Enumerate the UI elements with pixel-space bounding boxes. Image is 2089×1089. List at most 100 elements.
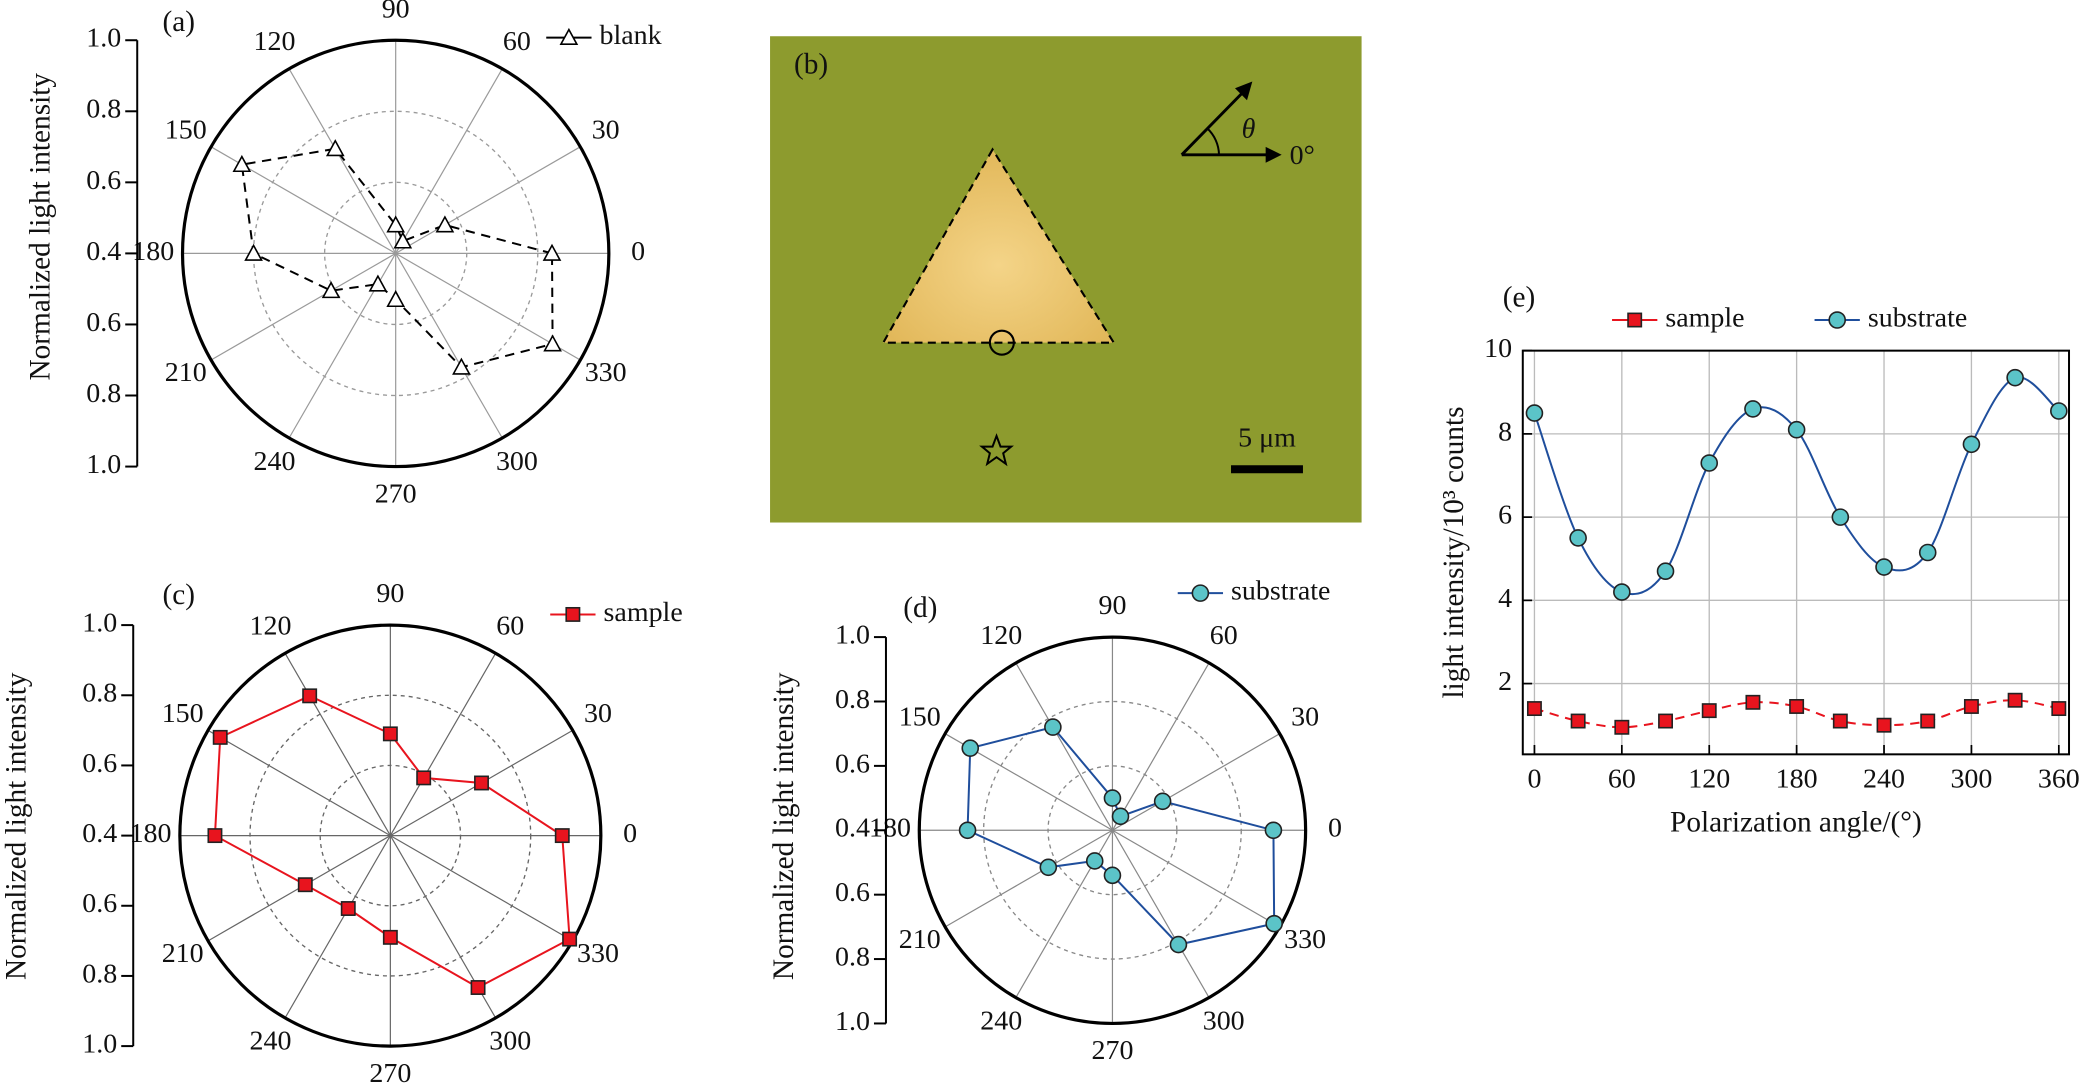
data-point — [321, 281, 341, 299]
data-point — [1875, 558, 1893, 576]
panel-label: (b) — [794, 49, 828, 81]
data-point — [1656, 562, 1675, 581]
angle-tick-label: 330 — [1284, 924, 1326, 955]
grid-spoke — [288, 68, 397, 254]
polarization-arrow — [1180, 89, 1246, 156]
x-tick-label: 0 — [1527, 763, 1541, 794]
sample-spot — [988, 329, 1015, 356]
angle-tick-label: 300 — [489, 1026, 531, 1057]
data-point — [386, 289, 406, 308]
y-tick-label: 10 — [1484, 333, 1512, 364]
data-point — [325, 139, 345, 157]
angle-tick-label: 120 — [249, 610, 291, 641]
grid-ring — [1047, 765, 1178, 896]
angle-tick-label: 270 — [1091, 1035, 1133, 1066]
data-point — [961, 739, 980, 757]
grid-ring — [323, 181, 468, 326]
angle-tick-label: 60 — [1210, 620, 1238, 651]
data-point — [1169, 935, 1188, 954]
data-point — [1658, 713, 1673, 729]
angle-tick-label: 90 — [1098, 590, 1126, 621]
radial-tick-label: 0.6 — [82, 888, 117, 919]
angle-tick-label: 150 — [899, 701, 941, 732]
radial-tick-label: 0.6 — [82, 748, 117, 779]
angle-tick-label: 270 — [375, 478, 417, 509]
panel-label: (a) — [163, 6, 196, 38]
panel-label: (e) — [1503, 282, 1536, 314]
angle-tick-label: 180 — [869, 813, 911, 844]
data-point — [382, 726, 398, 742]
data-point — [1570, 713, 1586, 729]
angle-tick-label: 240 — [253, 446, 295, 477]
data-point — [244, 243, 263, 261]
y-tick-label: 4 — [1498, 583, 1512, 614]
sample-flake — [881, 147, 1116, 344]
data-point — [232, 154, 252, 173]
panel-label: (c) — [163, 579, 196, 611]
data-point — [2051, 701, 2067, 717]
data-point — [2006, 368, 2024, 387]
data-point — [452, 357, 471, 375]
legend-marker — [1828, 311, 1846, 329]
y-axis-label: Normalized light intensity — [24, 73, 56, 381]
data-point — [1153, 792, 1172, 811]
grid-ring — [252, 110, 539, 397]
radial-tick-label: 0.8 — [86, 94, 121, 125]
data-point — [1525, 404, 1544, 422]
radial-tick-label: 0.4 — [86, 236, 121, 267]
data-point — [386, 215, 406, 233]
radial-tick-label: 0.8 — [835, 941, 870, 972]
y-axis-label: Normalized light intensity — [0, 672, 32, 980]
data-point — [562, 931, 578, 947]
data-point — [1832, 713, 1848, 729]
angle-tick-label: 30 — [584, 698, 612, 729]
data-point — [1614, 719, 1630, 735]
y-tick-label: 2 — [1498, 666, 1512, 697]
angle-tick-label: 300 — [1203, 1005, 1245, 1036]
legend-label: sample — [604, 597, 683, 628]
grid-spoke — [1112, 733, 1281, 831]
data-point — [1787, 420, 1806, 439]
angle-tick-label: 60 — [496, 610, 524, 641]
legend-label: sample — [1665, 302, 1744, 333]
radial-tick-label: 0.8 — [86, 378, 121, 409]
angle-tick-label: 0 — [1328, 813, 1342, 844]
data-point — [1103, 789, 1122, 807]
data-point — [1085, 852, 1104, 870]
data-point — [340, 901, 356, 916]
angle-tick-label: 210 — [899, 924, 941, 955]
data-point — [542, 243, 562, 261]
angle-arc — [1206, 127, 1221, 155]
data-point — [1745, 694, 1761, 710]
data-point — [1831, 508, 1850, 526]
legend-marker — [1191, 584, 1210, 602]
angle-tick-label: 150 — [165, 115, 207, 146]
grid-ring — [319, 764, 462, 907]
data-point — [207, 828, 223, 844]
data-point — [958, 821, 977, 840]
data-point — [1789, 699, 1805, 714]
radial-tick-label: 1.0 — [86, 449, 121, 480]
data-point — [435, 215, 455, 233]
polar-frame — [178, 623, 603, 1048]
angle-tick-label: 180 — [132, 236, 174, 267]
grid-spoke — [1015, 662, 1113, 831]
data-point — [2050, 402, 2068, 420]
angle-tick-label: 150 — [162, 698, 204, 729]
grid-spoke — [284, 653, 391, 836]
angle-tick-label: 0 — [631, 236, 645, 267]
angle-symbol: θ — [1242, 113, 1256, 144]
x-tick-label: 360 — [2038, 763, 2080, 794]
radial-tick-label: 1.0 — [835, 620, 870, 651]
grid-ring — [982, 700, 1242, 960]
x-tick-label: 180 — [1776, 763, 1818, 794]
angle-tick-label: 240 — [249, 1026, 291, 1057]
angle-tick-label: 120 — [980, 620, 1022, 651]
radial-tick-label: 0.8 — [82, 678, 117, 709]
scale-label: 5 μm — [1238, 422, 1296, 453]
data-point — [212, 729, 228, 745]
angle-tick-label: 90 — [382, 0, 410, 24]
radial-tick-label: 0.8 — [82, 958, 117, 989]
plot-frame — [1521, 349, 2071, 756]
data-point — [382, 929, 398, 945]
